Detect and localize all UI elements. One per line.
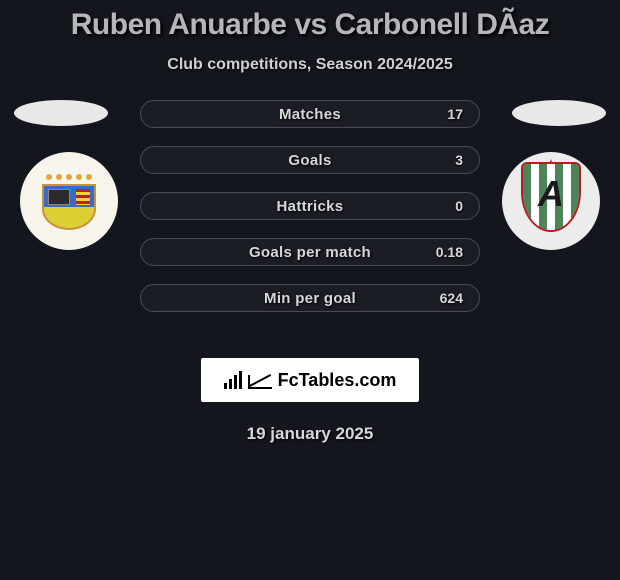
date: 19 january 2025	[0, 424, 620, 444]
stat-value: 3	[455, 152, 463, 168]
player-photo-right	[512, 100, 606, 126]
stat-rows: Matches 17 Goals 3 Hattricks 0 Goals per…	[140, 100, 480, 312]
crest-right-icon: ★ A	[512, 162, 590, 240]
stat-row-goals-per-match: Goals per match 0.18	[140, 238, 480, 266]
subtitle: Club competitions, Season 2024/2025	[0, 56, 620, 74]
player-photo-left	[14, 100, 108, 126]
stat-value: 0.18	[436, 244, 463, 260]
stat-label: Min per goal	[264, 290, 356, 307]
bar-chart-icon	[224, 371, 242, 389]
stats-area: ★ A Matches 17 Goals 3 Hattricks 0 Goa	[0, 108, 620, 318]
stat-row-min-per-goal: Min per goal 624	[140, 284, 480, 312]
stat-value: 624	[440, 290, 463, 306]
crest-left-icon	[37, 170, 101, 234]
stat-row-matches: Matches 17	[140, 100, 480, 128]
stat-row-goals: Goals 3	[140, 146, 480, 174]
line-chart-icon	[248, 375, 272, 389]
stat-label: Matches	[279, 106, 341, 123]
stat-value: 0	[455, 198, 463, 214]
stat-row-hattricks: Hattricks 0	[140, 192, 480, 220]
stat-label: Goals per match	[249, 244, 371, 261]
club-badge-right: ★ A	[502, 152, 600, 250]
club-badge-left	[20, 152, 118, 250]
stat-label: Goals	[288, 152, 331, 169]
title: Ruben Anuarbe vs Carbonell DÃ­az	[0, 8, 620, 42]
stat-value: 17	[447, 106, 463, 122]
stat-label: Hattricks	[277, 198, 344, 215]
comparison-card: Ruben Anuarbe vs Carbonell DÃ­az Club co…	[0, 0, 620, 444]
brand-box: FcTables.com	[201, 358, 419, 402]
brand-text: FcTables.com	[278, 370, 397, 391]
